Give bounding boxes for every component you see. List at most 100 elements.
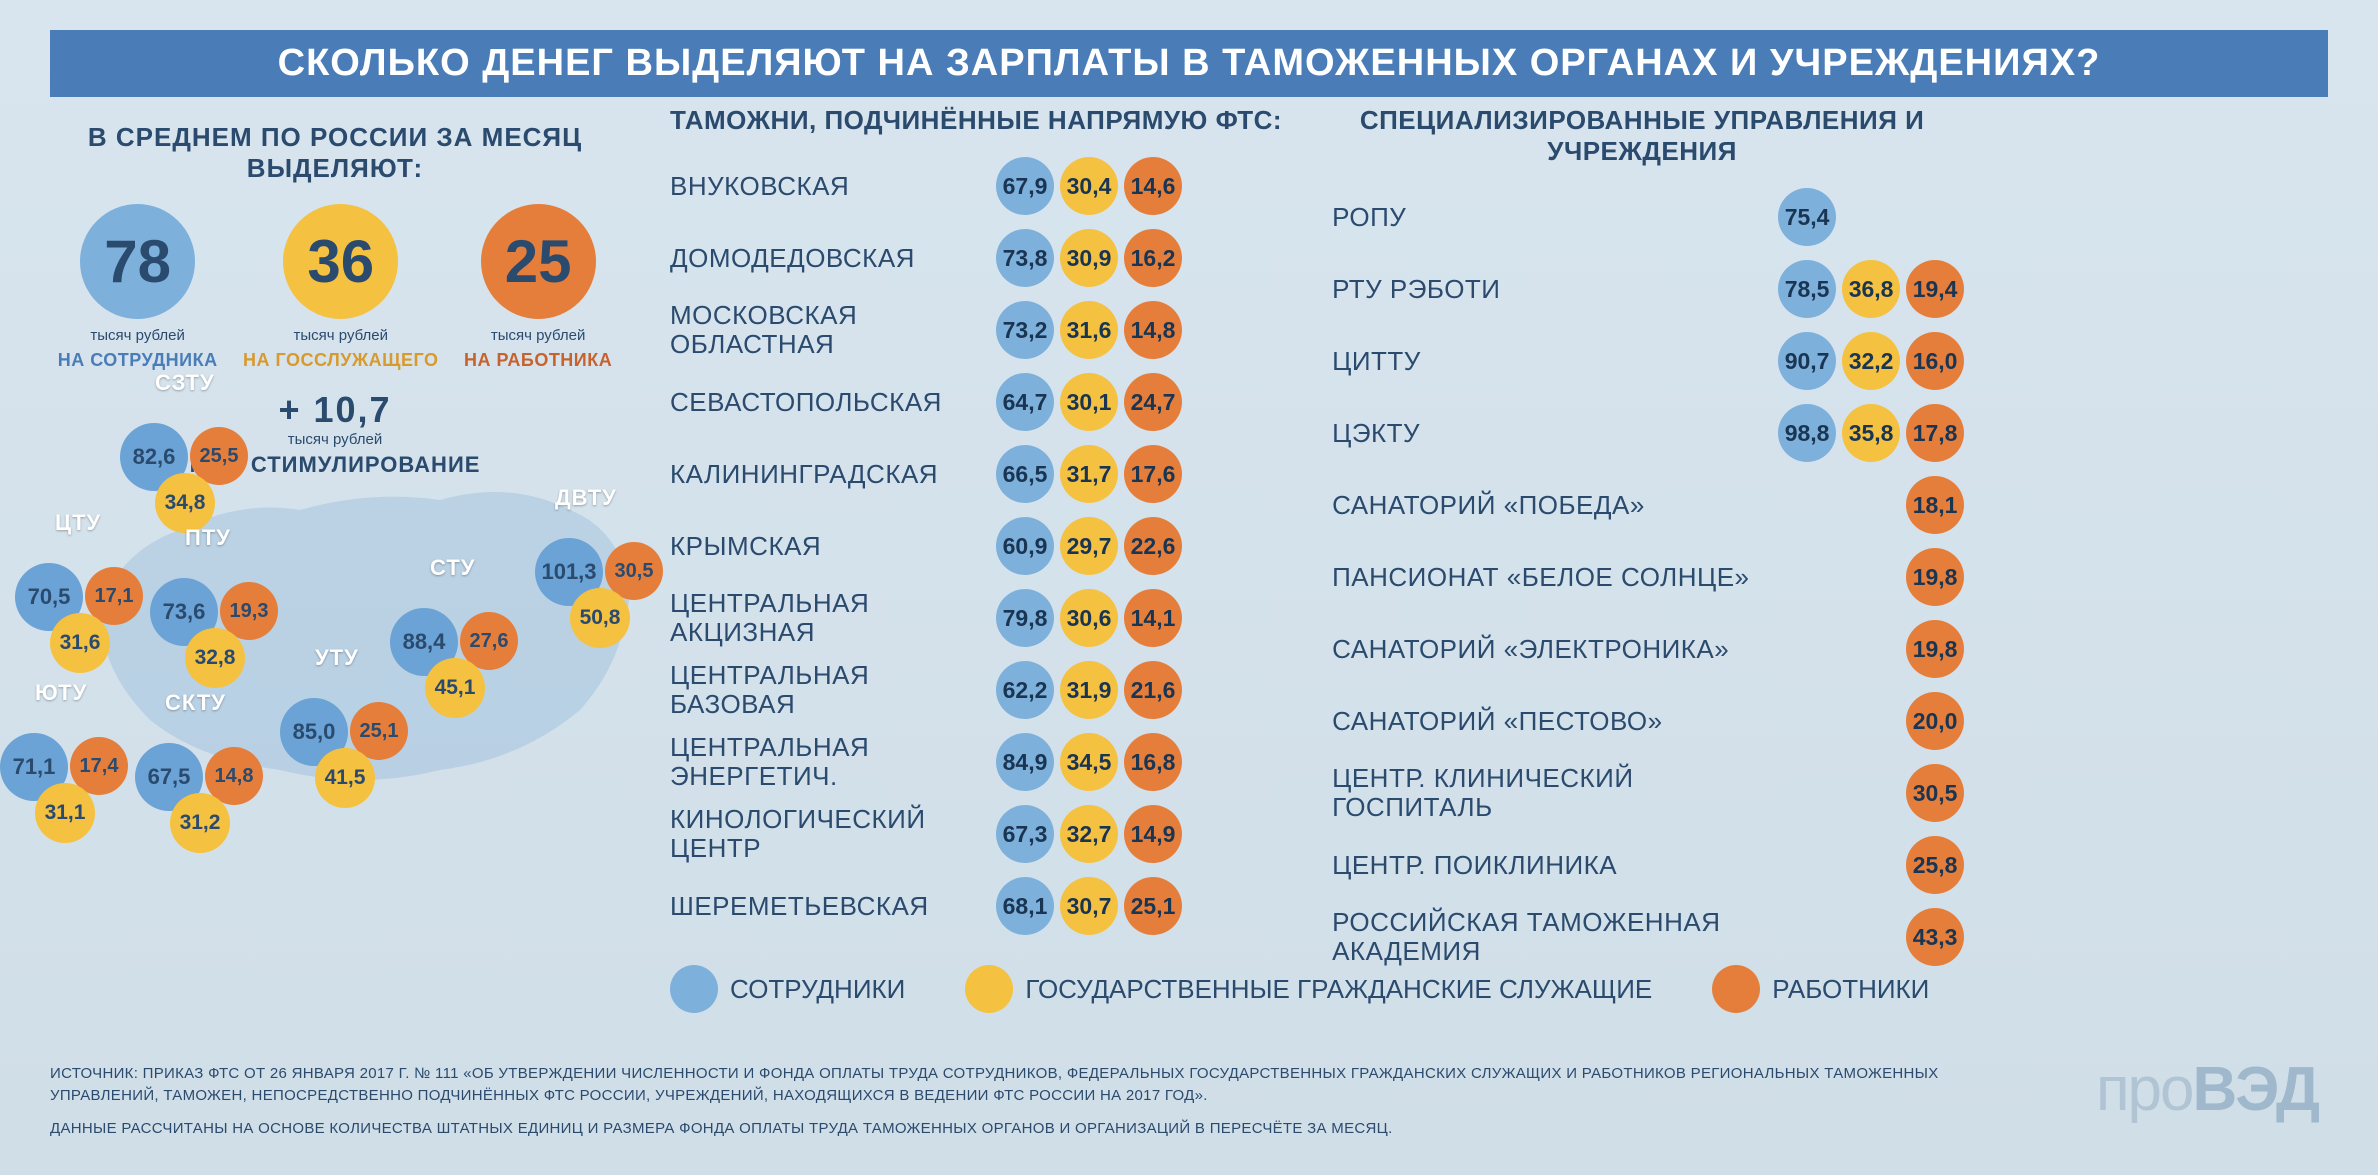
row-label: КРЫМСКАЯ bbox=[670, 532, 990, 561]
row-label: САНАТОРИЙ «ПОБЕДА» bbox=[1332, 491, 1772, 520]
row-orange-value: 17,8 bbox=[1906, 404, 1964, 462]
data-row: ЦЕНТР. ПОИКЛИНИКА 25,8 bbox=[1332, 837, 1964, 893]
row-yellow-value: 32,7 bbox=[1060, 805, 1118, 863]
customs-column: ТАМОЖНИ, ПОДЧИНЁННЫЕ НАПРЯМУЮ ФТС: ВНУКО… bbox=[670, 105, 1282, 981]
row-yellow-value: 30,7 bbox=[1060, 877, 1118, 935]
row-blue-value: 78,5 bbox=[1778, 260, 1836, 318]
row-orange-value: 43,3 bbox=[1906, 908, 1964, 966]
region-label: СТУ bbox=[430, 555, 475, 581]
row-orange-value: 19,8 bbox=[1906, 620, 1964, 678]
row-orange-value: 14,6 bbox=[1124, 157, 1182, 215]
row-yellow-value: 30,4 bbox=[1060, 157, 1118, 215]
row-orange-value: 17,6 bbox=[1124, 445, 1182, 503]
row-label: ДОМОДЕДОВСКАЯ bbox=[670, 244, 990, 273]
data-row: ЦЕНТРАЛЬНАЯ ЭНЕРГЕТИЧ.84,934,516,8 bbox=[670, 734, 1282, 790]
row-orange-value: 14,9 bbox=[1124, 805, 1182, 863]
row-label: РОПУ bbox=[1332, 203, 1772, 232]
row-yellow-value: 35,8 bbox=[1842, 404, 1900, 462]
data-row: РТУ РЭБОТИ78,536,819,4 bbox=[1332, 261, 1964, 317]
row-label: РОССИЙСКАЯ ТАМОЖЕННАЯ АКАДЕМИЯ bbox=[1332, 908, 1772, 965]
row-blue-value: 90,7 bbox=[1778, 332, 1836, 390]
average-unit: тысяч рублей bbox=[464, 327, 612, 344]
data-row: ПАНСИОНАТ «БЕЛОЕ СОЛНЦЕ» 19,8 bbox=[1332, 549, 1964, 605]
row-yellow-value: 31,9 bbox=[1060, 661, 1118, 719]
row-label: КАЛИНИНГРАДСКАЯ bbox=[670, 460, 990, 489]
region-yellow-value: 31,6 bbox=[50, 613, 110, 673]
page-title: СКОЛЬКО ДЕНЕГ ВЫДЕЛЯЮТ НА ЗАРПЛАТЫ В ТАМ… bbox=[50, 30, 2328, 97]
data-row: МОСКОВСКАЯ ОБЛАСТНАЯ73,231,614,8 bbox=[670, 302, 1282, 358]
data-row: САНАТОРИЙ «ЭЛЕКТРОНИКА» 19,8 bbox=[1332, 621, 1964, 677]
row-orange-value: 16,2 bbox=[1124, 229, 1182, 287]
row-orange-value: 16,0 bbox=[1906, 332, 1964, 390]
data-row: ВНУКОВСКАЯ67,930,414,6 bbox=[670, 158, 1282, 214]
row-label: МОСКОВСКАЯ ОБЛАСТНАЯ bbox=[670, 301, 990, 358]
row-blue-value: 98,8 bbox=[1778, 404, 1836, 462]
average-circle: 36 bbox=[283, 204, 398, 319]
average-item: 78 тысяч рублей НА СОТРУДНИКА bbox=[58, 204, 218, 371]
row-yellow-value: 32,2 bbox=[1842, 332, 1900, 390]
row-orange-value: 14,1 bbox=[1124, 589, 1182, 647]
specialized-column: СПЕЦИАЛИЗИРОВАННЫЕ УПРАВЛЕНИЯ И УЧРЕЖДЕН… bbox=[1332, 105, 1964, 981]
legend: СОТРУДНИКИ ГОСУДАРСТВЕННЫЕ ГРАЖДАНСКИЕ С… bbox=[670, 965, 1929, 1013]
row-label: СЕВАСТОПОЛЬСКАЯ bbox=[670, 388, 990, 417]
row-label: САНАТОРИЙ «ПЕСТОВО» bbox=[1332, 707, 1772, 736]
row-orange-value: 18,1 bbox=[1906, 476, 1964, 534]
region-yellow-value: 41,5 bbox=[315, 748, 375, 808]
row-yellow-value: 29,7 bbox=[1060, 517, 1118, 575]
region-label: ЮТУ bbox=[35, 680, 87, 706]
row-yellow-value: 31,7 bbox=[1060, 445, 1118, 503]
row-orange-value: 16,8 bbox=[1124, 733, 1182, 791]
row-label: ШЕРЕМЕТЬЕВСКАЯ bbox=[670, 892, 990, 921]
data-row: КИНОЛОГИЧЕСКИЙ ЦЕНТР67,332,714,9 bbox=[670, 806, 1282, 862]
region-yellow-value: 50,8 bbox=[570, 588, 630, 648]
average-label: НА РАБОТНИКА bbox=[464, 350, 612, 371]
row-yellow-value: 34,5 bbox=[1060, 733, 1118, 791]
row-yellow-value: 31,6 bbox=[1060, 301, 1118, 359]
row-blue-value: 66,5 bbox=[996, 445, 1054, 503]
data-row: СЕВАСТОПОЛЬСКАЯ64,730,124,7 bbox=[670, 374, 1282, 430]
row-blue-value: 79,8 bbox=[996, 589, 1054, 647]
region-yellow-value: 45,1 bbox=[425, 658, 485, 718]
row-blue-value: 84,9 bbox=[996, 733, 1054, 791]
data-row: ЦИТТУ90,732,216,0 bbox=[1332, 333, 1964, 389]
data-row: КАЛИНИНГРАДСКАЯ66,531,717,6 bbox=[670, 446, 1282, 502]
row-yellow-value: 36,8 bbox=[1842, 260, 1900, 318]
row-orange-value: 25,1 bbox=[1124, 877, 1182, 935]
data-row: РОПУ75,4 bbox=[1332, 189, 1964, 245]
row-blue-value: 75,4 bbox=[1778, 188, 1836, 246]
row-orange-value: 24,7 bbox=[1124, 373, 1182, 431]
average-circle: 25 bbox=[481, 204, 596, 319]
average-item: 25 тысяч рублей НА РАБОТНИКА bbox=[464, 204, 612, 371]
row-blue-value: 73,8 bbox=[996, 229, 1054, 287]
row-orange-value: 19,8 bbox=[1906, 548, 1964, 606]
row-blue-value: 67,9 bbox=[996, 157, 1054, 215]
row-label: ЦЕНТР. ПОИКЛИНИКА bbox=[1332, 851, 1772, 880]
footer-source: ИСТОЧНИК: ПРИКАЗ ФТС ОТ 26 ЯНВАРЯ 2017 Г… bbox=[50, 1063, 2028, 1151]
average-label: НА ГОССЛУЖАЩЕГО bbox=[243, 350, 438, 371]
region-yellow-value: 31,1 bbox=[35, 783, 95, 843]
average-circle: 78 bbox=[80, 204, 195, 319]
region-label: УТУ bbox=[315, 645, 359, 671]
data-row: РОССИЙСКАЯ ТАМОЖЕННАЯ АКАДЕМИЯ 43,3 bbox=[1332, 909, 1964, 965]
average-unit: тысяч рублей bbox=[58, 327, 218, 344]
row-orange-value: 22,6 bbox=[1124, 517, 1182, 575]
row-orange-value: 19,4 bbox=[1906, 260, 1964, 318]
row-label: ЦЕНТРАЛЬНАЯ БАЗОВАЯ bbox=[670, 661, 990, 718]
row-orange-value: 30,5 bbox=[1906, 764, 1964, 822]
data-row: САНАТОРИЙ «ПОБЕДА» 18,1 bbox=[1332, 477, 1964, 533]
row-blue-value: 73,2 bbox=[996, 301, 1054, 359]
data-row: ШЕРЕМЕТЬЕВСКАЯ68,130,725,1 bbox=[670, 878, 1282, 934]
row-label: ЦЕНТРАЛЬНАЯ ЭНЕРГЕТИЧ. bbox=[670, 733, 990, 790]
row-label: САНАТОРИЙ «ЭЛЕКТРОНИКА» bbox=[1332, 635, 1772, 664]
data-row: ДОМОДЕДОВСКАЯ73,830,916,2 bbox=[670, 230, 1282, 286]
average-item: 36 тысяч рублей НА ГОССЛУЖАЩЕГО bbox=[243, 204, 438, 371]
specialized-heading: СПЕЦИАЛИЗИРОВАННЫЕ УПРАВЛЕНИЯ И УЧРЕЖДЕН… bbox=[1332, 105, 1952, 167]
row-label: ПАНСИОНАТ «БЕЛОЕ СОЛНЦЕ» bbox=[1332, 563, 1772, 592]
row-label: ВНУКОВСКАЯ bbox=[670, 172, 990, 201]
row-label: ЦЕНТРАЛЬНАЯ АКЦИЗНАЯ bbox=[670, 589, 990, 646]
row-orange-value: 25,8 bbox=[1906, 836, 1964, 894]
region-label: ДВТУ bbox=[555, 485, 617, 511]
data-row: ЦЕНТРАЛЬНАЯ БАЗОВАЯ62,231,921,6 bbox=[670, 662, 1282, 718]
data-row: ЦЭКТУ98,835,817,8 bbox=[1332, 405, 1964, 461]
data-row: ЦЕНТР. КЛИНИЧЕСКИЙ ГОСПИТАЛЬ30,5 bbox=[1332, 765, 1964, 821]
